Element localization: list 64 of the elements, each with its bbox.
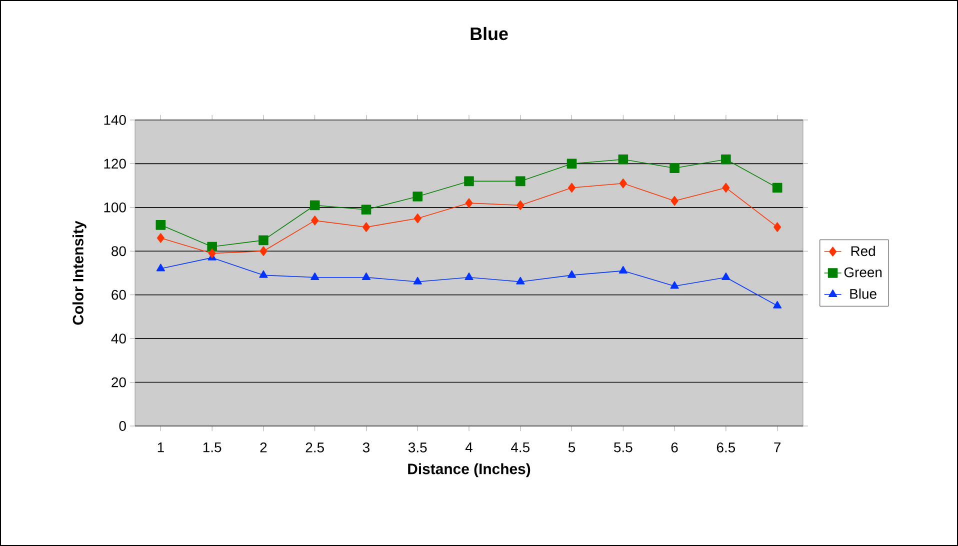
point: [568, 182, 576, 193]
x-tick-label: 3.5: [408, 442, 427, 452]
point: [773, 300, 782, 308]
x-tick-label: 6.5: [716, 442, 736, 452]
point: [412, 192, 423, 202]
point: [619, 178, 627, 188]
point: [670, 196, 678, 206]
x-tick-label: 3: [362, 442, 370, 452]
point: [774, 222, 782, 232]
y-tick-label: 20: [112, 377, 126, 388]
point: [465, 198, 473, 208]
x-tick-label: 4.5: [511, 442, 530, 452]
point: [413, 276, 422, 284]
point: [618, 266, 628, 274]
point: [670, 281, 679, 289]
point: [259, 270, 268, 278]
x-tick-label: 2.5: [306, 442, 324, 452]
y-tick-label: 80: [112, 246, 126, 256]
point: [670, 163, 680, 173]
y-tick-label: 40: [111, 334, 126, 344]
point: [516, 276, 525, 284]
x-tick-label: 5: [568, 442, 576, 452]
point: [464, 176, 474, 186]
point: [515, 176, 526, 186]
point: [567, 270, 576, 278]
y-tick-label: 140: [104, 115, 126, 125]
point: [208, 248, 216, 258]
legend-label: Red: [851, 246, 875, 256]
point: [722, 272, 730, 280]
point: [414, 213, 422, 224]
point: [722, 182, 730, 193]
point: [156, 220, 166, 230]
point: [258, 235, 268, 246]
chart-title: Blue: [470, 26, 508, 40]
point: [464, 272, 474, 280]
point: [362, 222, 370, 232]
point: [772, 182, 782, 193]
y-tick-label: 0: [119, 421, 126, 431]
x-tick-label: 4: [465, 442, 472, 452]
x-tick-label: 2: [260, 442, 267, 452]
x-tick-label: 5.5: [614, 442, 632, 452]
legend-label: Green: [844, 267, 882, 278]
y-tick-label: 60: [112, 290, 126, 300]
point: [362, 272, 371, 280]
point: [311, 216, 319, 226]
y-tick-label: 100: [104, 202, 126, 212]
point: [156, 233, 164, 243]
point: [310, 272, 320, 280]
x-tick-label: 6: [671, 442, 678, 452]
point: [721, 154, 731, 164]
point: [361, 204, 372, 215]
legend-label: Blue: [850, 288, 876, 299]
point: [618, 154, 628, 164]
point: [156, 264, 165, 272]
y-tick-label: 120: [104, 158, 126, 169]
x-axis-title: Distance (Inches): [408, 463, 530, 478]
x-tick-label: 1: [158, 442, 164, 452]
point: [566, 158, 577, 169]
x-tick-label: 7: [774, 442, 780, 452]
y-axis-title: Color Intensity: [72, 220, 86, 325]
point: [310, 200, 320, 210]
x-tick-label: 1.5: [203, 442, 222, 452]
point: [516, 200, 524, 210]
point: [260, 246, 268, 256]
